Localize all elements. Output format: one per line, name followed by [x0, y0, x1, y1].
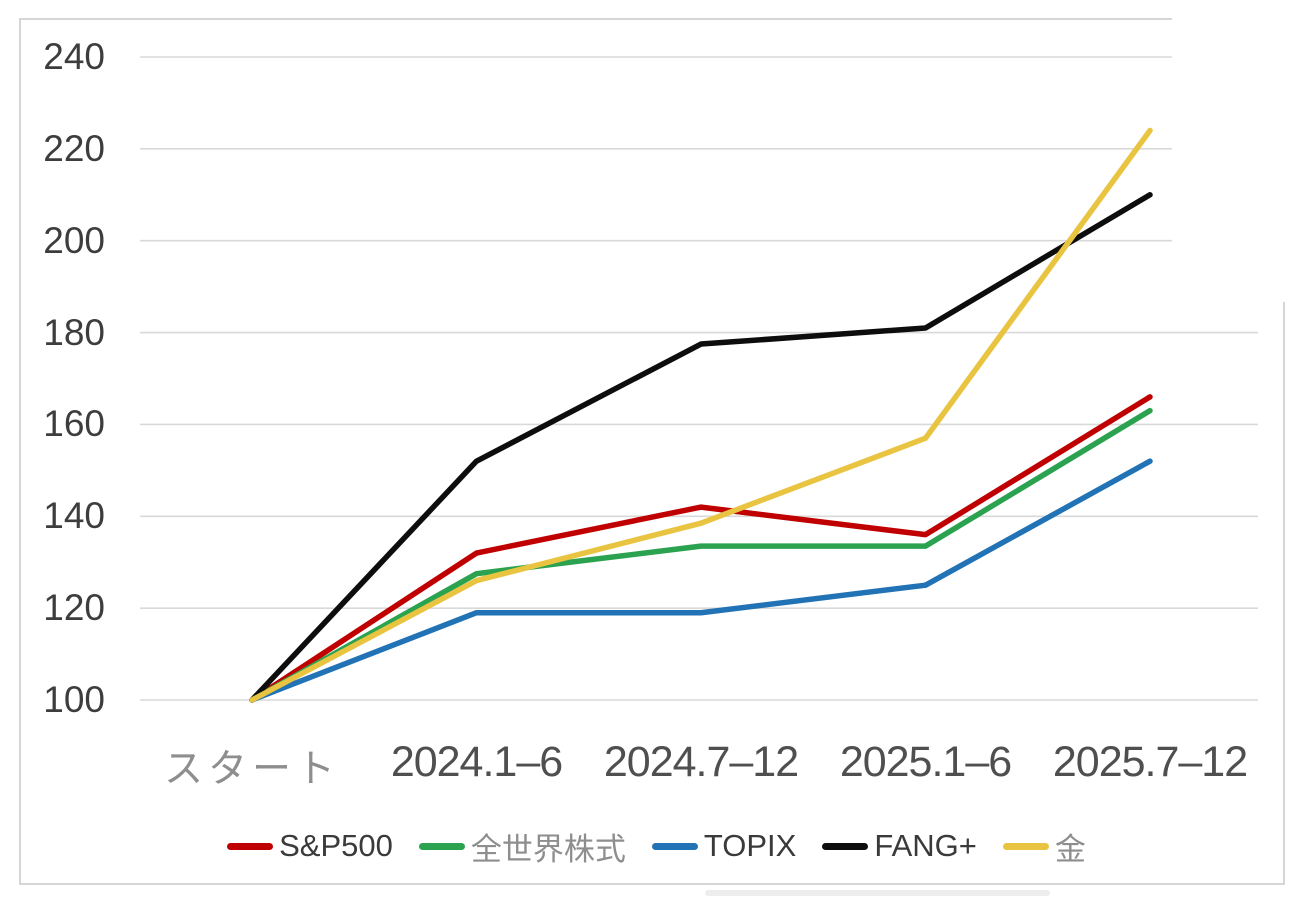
legend-item-gold: 金: [1002, 824, 1086, 869]
world-equity-line-swatch-icon: [418, 842, 465, 850]
x-axis-category-label: 2024.7–12: [603, 738, 799, 786]
legend-label: 全世界株式: [470, 831, 626, 867]
legend: S&P500 全世界株式 TOPIX FANG+ 金: [0, 824, 1313, 869]
gold-line-swatch-icon: [1002, 842, 1049, 850]
x-axis-category-label: 2024.1–6: [390, 738, 563, 786]
legend-item-sp500: S&P500: [227, 828, 393, 864]
x-axis-category-label: 2025.7–12: [1052, 738, 1248, 786]
figure-border-top: [19, 18, 1172, 20]
sp500-line-swatch-icon: [227, 842, 274, 850]
legend-label: 金: [1054, 831, 1086, 867]
x-axis-category-label: 2025.1–6: [839, 738, 1012, 786]
topix-line-swatch-icon: [651, 842, 698, 850]
y-axis-tick-label: 200: [43, 219, 105, 261]
figure-border-bottom: [19, 883, 1285, 885]
figure-border-left: [19, 18, 21, 885]
legend-label: S&P500: [279, 828, 393, 863]
figure-border-right: [1283, 302, 1285, 885]
y-axis-tick-label: 120: [43, 587, 105, 629]
y-axis-tick-label: 100: [43, 679, 105, 720]
legend-item-topix: TOPIX: [651, 828, 797, 864]
legend-label: FANG+: [874, 828, 977, 863]
fangplus-line-swatch-icon: [822, 842, 869, 850]
y-axis-tick-label: 240: [43, 35, 105, 77]
legend-item-fangplus: FANG+: [822, 828, 977, 864]
y-axis-tick-label: 180: [43, 311, 105, 353]
legend-item-world-equity: 全世界株式: [418, 824, 626, 869]
x-axis-category-label: スタート: [163, 748, 340, 791]
cropped-caption-artifact: [705, 890, 1050, 896]
y-axis-tick-label: 140: [43, 495, 105, 537]
y-axis-tick-label: 220: [43, 127, 105, 169]
y-axis-tick-label: 160: [43, 403, 105, 445]
legend-label: TOPIX: [703, 828, 797, 863]
